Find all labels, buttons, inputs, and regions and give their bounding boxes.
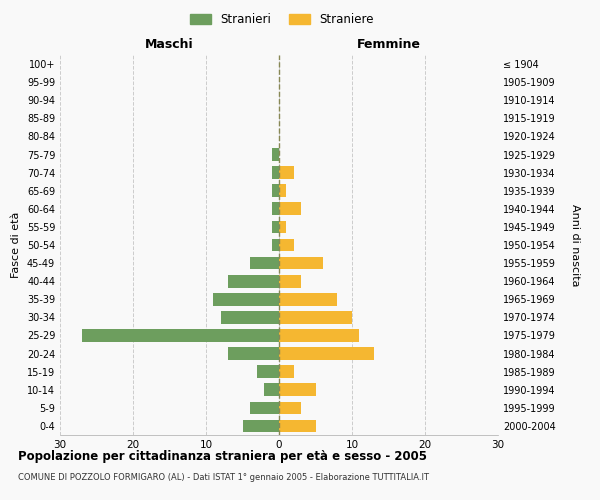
Bar — [265, 384, 279, 396]
Bar — [272, 148, 279, 161]
Y-axis label: Fasce di età: Fasce di età — [11, 212, 21, 278]
Bar — [250, 257, 279, 270]
Bar — [279, 384, 316, 396]
Bar — [228, 275, 279, 287]
Bar — [272, 220, 279, 233]
Bar — [279, 366, 293, 378]
Bar — [279, 220, 286, 233]
Text: Popolazione per cittadinanza straniera per età e sesso - 2005: Popolazione per cittadinanza straniera p… — [18, 450, 427, 463]
Bar — [228, 347, 279, 360]
Text: COMUNE DI POZZOLO FORMIGARO (AL) - Dati ISTAT 1° gennaio 2005 - Elaborazione TUT: COMUNE DI POZZOLO FORMIGARO (AL) - Dati … — [18, 472, 429, 482]
Bar — [279, 275, 301, 287]
Bar — [279, 257, 323, 270]
Bar — [279, 166, 293, 179]
Y-axis label: Anni di nascita: Anni di nascita — [569, 204, 580, 286]
Bar — [279, 420, 316, 432]
Bar — [82, 329, 279, 342]
Legend: Stranieri, Straniere: Stranieri, Straniere — [185, 8, 379, 31]
Bar — [279, 311, 352, 324]
Bar — [279, 184, 286, 197]
Bar — [279, 293, 337, 306]
Bar — [250, 402, 279, 414]
Bar — [242, 420, 279, 432]
Text: Maschi: Maschi — [145, 38, 194, 52]
Bar — [272, 238, 279, 252]
Bar — [279, 202, 301, 215]
Bar — [272, 184, 279, 197]
Bar — [272, 202, 279, 215]
Bar — [214, 293, 279, 306]
Bar — [279, 238, 293, 252]
Bar — [257, 366, 279, 378]
Text: Femmine: Femmine — [356, 38, 421, 52]
Bar — [221, 311, 279, 324]
Bar — [272, 166, 279, 179]
Bar — [279, 329, 359, 342]
Bar — [279, 402, 301, 414]
Bar — [279, 347, 374, 360]
